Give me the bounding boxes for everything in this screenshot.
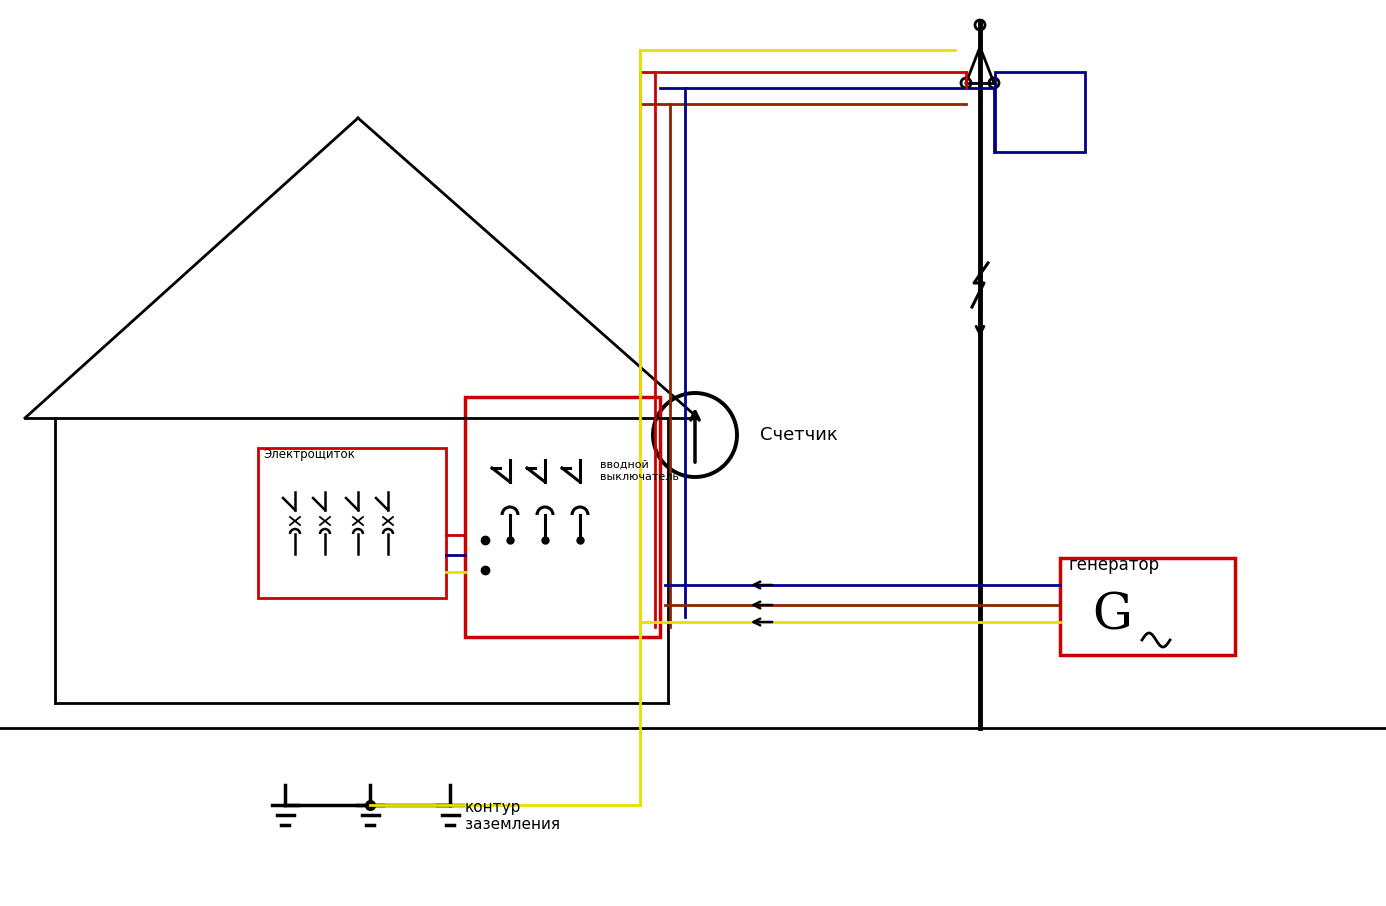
Text: Счетчик: Счетчик	[760, 426, 837, 444]
Bar	[1060, 558, 1235, 655]
Text: контур
заземления: контур заземления	[464, 800, 560, 833]
Text: Электрощиток: Электрощиток	[263, 448, 355, 461]
Text: генератор: генератор	[1069, 556, 1159, 574]
Bar	[464, 397, 660, 637]
Bar	[995, 72, 1085, 152]
Text: G: G	[1092, 592, 1132, 641]
Bar	[258, 448, 446, 598]
Text: вводной
выключатель: вводной выключатель	[600, 460, 679, 482]
